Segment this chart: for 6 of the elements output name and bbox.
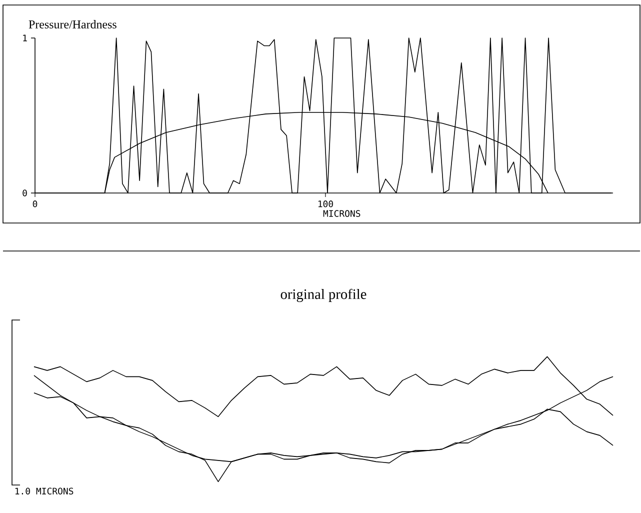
text: 1.0 MICRONS <box>15 488 74 494</box>
x-tick-label: 100 <box>318 200 333 208</box>
y-axis-title: Pressure/Hardness <box>28 20 116 28</box>
y-tick-label: 1 <box>23 34 27 42</box>
x-axis-title: MICRONS <box>323 210 360 217</box>
text: original profile <box>280 288 366 302</box>
